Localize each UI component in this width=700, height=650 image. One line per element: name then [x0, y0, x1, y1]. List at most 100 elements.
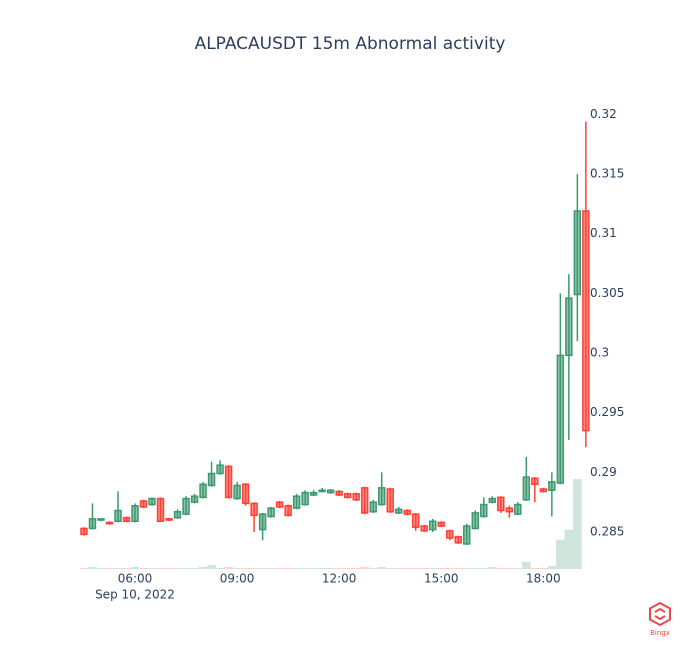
volume-bar [411, 567, 420, 569]
candle-body [156, 497, 165, 523]
candle-body [318, 489, 326, 493]
x-date-label: Sep 10, 2022 [95, 588, 175, 602]
candle-body [292, 495, 301, 509]
volume-bar [530, 567, 540, 569]
candle-body [394, 508, 403, 514]
volume-bar [317, 567, 327, 569]
volume-bar [462, 567, 472, 569]
candle-body [165, 518, 173, 521]
volume-bar [436, 567, 446, 569]
volume-bar [275, 567, 284, 569]
y-tick-label: 0.315 [590, 166, 624, 180]
volume-bar [266, 567, 276, 569]
candle-body [88, 518, 97, 530]
candle-body [514, 503, 522, 515]
candle-body [343, 493, 352, 499]
volume-bar [479, 567, 489, 569]
candle-body [505, 507, 514, 513]
volume-bar [564, 529, 574, 569]
volume-bar [343, 567, 352, 569]
volume-bar [351, 567, 361, 569]
volume-bar [513, 567, 523, 569]
volume-bar [539, 567, 548, 569]
candle-body [97, 518, 105, 521]
candle-body [488, 497, 497, 503]
candle-body [284, 505, 292, 517]
volume-bar [496, 567, 506, 569]
volume-bar [505, 567, 514, 569]
y-tick-label: 0.3 [590, 345, 609, 359]
candle-body [369, 501, 377, 513]
x-tick-label: 12:00 [322, 572, 357, 586]
candle-body [352, 493, 360, 501]
logo-text: Bingx [650, 629, 670, 637]
candle-body [80, 527, 88, 536]
volume-bar [445, 567, 455, 569]
volume-bar [326, 567, 335, 569]
volume-bar [249, 567, 259, 569]
candle-body [233, 484, 241, 500]
candle-body [582, 210, 590, 432]
volume-bar [471, 567, 480, 569]
candle-body [548, 481, 556, 491]
candle-body [114, 509, 122, 523]
volume-bar [232, 567, 242, 569]
volume-bar [258, 567, 267, 569]
candle-body [420, 525, 428, 532]
volume-bar [173, 567, 182, 569]
volume-bar [454, 567, 463, 569]
candle-body [437, 521, 445, 527]
candle-body [258, 513, 267, 531]
volume-bar [573, 479, 582, 569]
candle-body [360, 487, 369, 514]
candle-body [573, 210, 582, 296]
candle-body [556, 354, 565, 484]
y-tick-label: 0.285 [590, 525, 624, 539]
y-tick-label: 0.305 [590, 286, 624, 300]
volume-bar [488, 566, 497, 569]
candle-body [429, 520, 437, 531]
chart-title: ALPACAUSDT 15m Abnormal activity [195, 34, 506, 54]
candle-body [301, 491, 309, 506]
candle-body [471, 512, 480, 530]
candle-body [275, 501, 284, 508]
candle-body [403, 509, 411, 515]
candle-body [326, 489, 335, 494]
y-tick-label: 0.31 [590, 226, 617, 240]
volume-bar [147, 567, 157, 569]
volume-bar [198, 566, 208, 569]
candle-body [454, 536, 462, 544]
candle-body [377, 487, 386, 506]
candle-body [531, 477, 539, 486]
volume-bar [556, 539, 565, 569]
candle-body [267, 507, 275, 518]
volume-bar [156, 567, 165, 569]
volume-bar [394, 567, 403, 569]
volume-bar [522, 561, 531, 569]
volume-bar [224, 566, 233, 569]
volume-bar [402, 567, 412, 569]
volume-bar [105, 567, 114, 569]
volume-bar [368, 567, 378, 569]
volume-bar [360, 566, 369, 569]
y-tick-label: 0.29 [590, 465, 617, 479]
x-tick-label: 09:00 [220, 572, 255, 586]
x-tick-label: 15:00 [424, 572, 459, 586]
volume-bar [419, 567, 429, 569]
y-tick-label: 0.295 [590, 405, 624, 419]
candle-body [446, 530, 454, 539]
candle-body [335, 490, 343, 496]
candle-body [207, 472, 216, 487]
volume-bar [300, 567, 310, 569]
volume-bar [164, 567, 174, 569]
volume-bar [309, 567, 318, 569]
candle-body [565, 297, 573, 357]
x-tick-label: 06:00 [118, 572, 153, 586]
candle-body [199, 483, 207, 499]
volume-bar [241, 567, 250, 569]
y-tick-label: 0.32 [590, 107, 617, 121]
candle-body [224, 465, 233, 499]
candle-body [522, 476, 531, 501]
volume-bar [292, 567, 301, 569]
